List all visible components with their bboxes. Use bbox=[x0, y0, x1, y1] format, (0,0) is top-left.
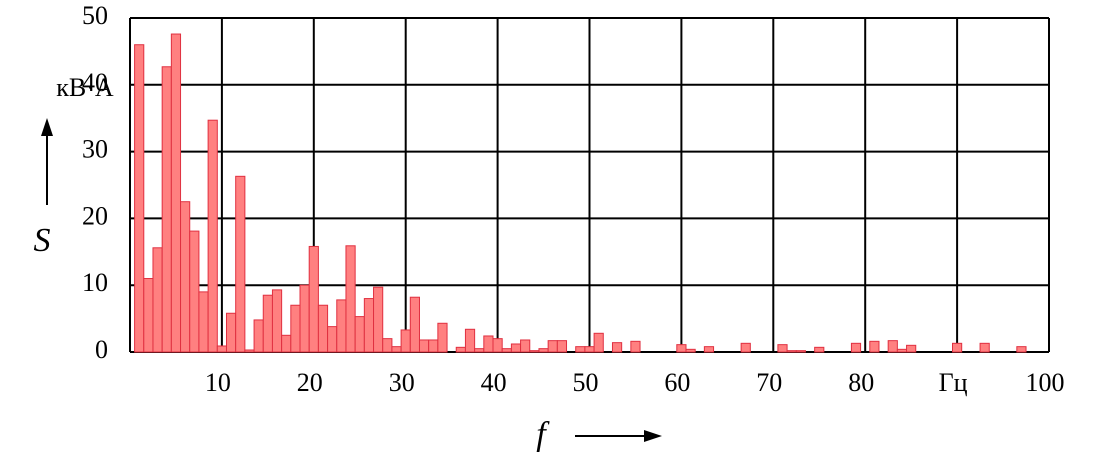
bar bbox=[180, 201, 191, 353]
bar bbox=[391, 346, 402, 353]
bar bbox=[455, 346, 466, 353]
y-label: S bbox=[34, 222, 51, 259]
bar bbox=[363, 298, 375, 353]
bar bbox=[244, 349, 255, 353]
bar bbox=[134, 44, 145, 353]
bar bbox=[896, 348, 908, 353]
bar bbox=[382, 338, 393, 353]
bar bbox=[786, 350, 797, 353]
x-tick-label: 40 bbox=[481, 368, 507, 397]
bar bbox=[299, 284, 310, 353]
x-tick-label: 10 bbox=[205, 368, 231, 397]
bar bbox=[464, 328, 476, 353]
bar bbox=[235, 175, 246, 353]
bar bbox=[593, 332, 604, 353]
y-tick-label: 50 bbox=[82, 1, 108, 30]
bar bbox=[354, 316, 365, 353]
y-unit: кВ·А bbox=[56, 73, 114, 102]
bar bbox=[336, 299, 347, 353]
bar bbox=[814, 346, 825, 353]
bar bbox=[428, 339, 439, 353]
bar bbox=[400, 329, 411, 353]
y-arrow-head bbox=[41, 118, 53, 136]
bar bbox=[290, 304, 301, 353]
bar bbox=[281, 334, 292, 353]
bar bbox=[510, 343, 522, 353]
bar bbox=[418, 339, 430, 353]
bar bbox=[685, 348, 696, 353]
bar bbox=[869, 340, 880, 353]
bar bbox=[189, 230, 200, 353]
bar bbox=[795, 350, 806, 353]
bar bbox=[575, 346, 586, 353]
bar bbox=[520, 339, 531, 353]
bar bbox=[271, 289, 283, 353]
bar bbox=[1016, 346, 1027, 353]
x-tick-label: 70 bbox=[756, 368, 782, 397]
y-tick-label: 40 bbox=[82, 68, 108, 97]
bar bbox=[327, 326, 338, 353]
bar bbox=[906, 344, 917, 353]
bar bbox=[529, 350, 540, 353]
bar bbox=[152, 247, 163, 353]
bar bbox=[483, 335, 494, 353]
bar bbox=[676, 344, 687, 353]
x-tick-label: 80 bbox=[848, 368, 874, 397]
bar bbox=[253, 319, 264, 353]
x-tick-label: 20 bbox=[297, 368, 323, 397]
y-tick-label: 20 bbox=[82, 201, 108, 230]
x-tick-label: 30 bbox=[389, 368, 415, 397]
bar bbox=[225, 312, 237, 353]
bar bbox=[492, 338, 503, 353]
bar bbox=[161, 66, 172, 353]
x-arrow-head bbox=[644, 430, 662, 442]
bar bbox=[198, 291, 209, 353]
x-tick-label: 60 bbox=[664, 368, 690, 397]
bar bbox=[630, 340, 641, 353]
bar bbox=[740, 342, 751, 353]
y-tick-label: 10 bbox=[82, 268, 108, 297]
bar bbox=[979, 342, 990, 353]
bar bbox=[584, 346, 595, 353]
x-label: f bbox=[536, 416, 550, 453]
bar bbox=[703, 346, 715, 353]
bar bbox=[611, 342, 623, 353]
y-tick-label: 30 bbox=[82, 135, 108, 164]
bar bbox=[887, 340, 898, 353]
bar bbox=[850, 342, 862, 353]
bar bbox=[262, 294, 273, 353]
bar bbox=[317, 304, 329, 353]
bar bbox=[952, 342, 963, 353]
bar bbox=[170, 33, 182, 353]
bar bbox=[373, 286, 384, 353]
bar bbox=[538, 348, 549, 353]
bar bbox=[777, 344, 788, 353]
bar bbox=[501, 348, 512, 353]
y-tick-label: 0 bbox=[95, 335, 108, 364]
bar bbox=[207, 119, 218, 353]
bar bbox=[437, 322, 448, 353]
bar bbox=[474, 348, 485, 353]
x-tick-label: Гц bbox=[939, 368, 968, 397]
bar bbox=[556, 340, 568, 353]
bar bbox=[409, 296, 420, 353]
bar bbox=[216, 345, 227, 353]
bar bbox=[345, 245, 356, 353]
bar bbox=[308, 245, 319, 353]
x-tick-label: 50 bbox=[573, 368, 599, 397]
bar bbox=[547, 340, 558, 353]
bar bbox=[143, 278, 154, 353]
x-tick-label: 100 bbox=[1026, 368, 1065, 397]
